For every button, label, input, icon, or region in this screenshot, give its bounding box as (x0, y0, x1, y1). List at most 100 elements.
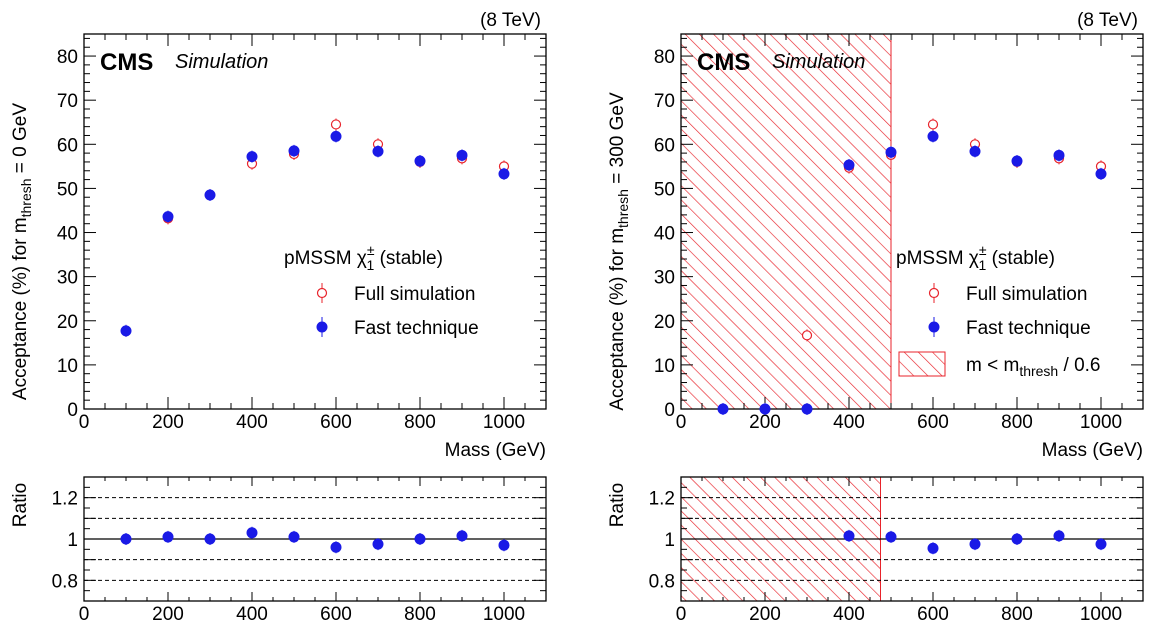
y-axis-title-tail: = 300 GeV (607, 92, 628, 189)
x-tick-label: 200 (152, 412, 184, 433)
x-tick-label: 0 (79, 604, 90, 624)
y-tick-label: 10 (57, 356, 78, 377)
legend-title-superscript: ± (367, 242, 375, 258)
y-tick-label: 70 (57, 91, 78, 112)
ratio-point (162, 531, 174, 543)
y-tick-label: 0.8 (52, 571, 78, 592)
x-tick-label: 600 (320, 604, 352, 624)
legend-hatch-text: m < m (966, 355, 1019, 376)
ratio-point (1095, 538, 1107, 550)
fast-technique-point (204, 189, 216, 201)
y-tick-label: 30 (57, 268, 78, 289)
y-axis-title-subscript: thresh (18, 178, 34, 217)
ratio-point (969, 538, 981, 550)
y-axis-title-text: Acceptance (%) for m (607, 228, 628, 411)
cms-label: CMS (100, 49, 153, 76)
x-tick-label: 1000 (483, 604, 525, 624)
fast-technique-point (1053, 149, 1065, 161)
legend-title: pMSSM χ± 1 (stable) (896, 242, 1055, 273)
legend-full-label: Full simulation (966, 284, 1087, 305)
y-tick-label: 20 (654, 312, 675, 333)
legend-full-marker (928, 287, 940, 299)
y-tick-label: 1 (67, 530, 78, 551)
fast-technique-point (162, 211, 174, 223)
x-tick-label: 800 (1001, 412, 1033, 433)
legend-full-label: Full simulation (354, 284, 475, 305)
legend-fast-marker (928, 321, 940, 333)
acceptance-plot-mthresh-300: 0 200 400 600 800 1000 0 10 20 30 40 50 60 70 80 Accept… (607, 10, 1144, 461)
y-axis-title-text: Acceptance (%) for m (10, 217, 31, 400)
legend-fast-label: Fast technique (966, 318, 1091, 339)
ratio-point (927, 542, 939, 554)
x-tick-label: 400 (236, 412, 268, 433)
x-tick-label: 400 (236, 604, 268, 624)
ratio-point (885, 531, 897, 543)
plot-frame (83, 33, 547, 410)
y-tick-label: 50 (57, 179, 78, 200)
fast-technique-point (843, 159, 855, 171)
legend-fast-marker (316, 321, 328, 333)
fast-technique-point (456, 149, 468, 161)
ratio-point (372, 538, 384, 550)
x-tick-label: 400 (833, 412, 865, 433)
y-axis-title-tail: = 0 GeV (10, 103, 31, 179)
legend-hatch-label: m < mthresh / 0.6 (966, 355, 1100, 379)
legend-title-subscript: 1 (979, 257, 987, 273)
y-tick-label: 0 (664, 400, 675, 421)
x-tick-label: 1000 (1080, 412, 1122, 433)
full-sim-point (801, 330, 813, 341)
y-tick-label: 30 (654, 268, 675, 289)
energy-label: (8 TeV) (1077, 10, 1138, 31)
ratio-point (456, 530, 468, 542)
full-sim-point (330, 119, 342, 130)
ratio-plot-mthresh-300: 0 200 400 600 800 1000 0.8 1 1.2 Ratio (607, 476, 1144, 624)
y-axis-title: Acceptance (%) for mthresh = 300 GeV (607, 92, 631, 411)
fast-technique-point (372, 145, 384, 157)
x-tick-label: 0 (79, 412, 90, 433)
legend-hatch-tail: / 0.6 (1058, 355, 1100, 376)
excluded-region-hatch (680, 33, 892, 410)
fast-technique-point (288, 145, 300, 157)
x-tick-label: 1000 (483, 412, 525, 433)
legend-fast-label: Fast technique (354, 318, 479, 339)
ratio-point (1011, 533, 1023, 545)
x-tick-label: 600 (320, 412, 352, 433)
fast-technique-point (801, 403, 813, 415)
fast-technique-point (717, 403, 729, 415)
x-tick-label: 600 (917, 412, 949, 433)
y-tick-label: 10 (654, 356, 675, 377)
y-tick-label: 40 (654, 224, 675, 245)
y-tick-label: 60 (654, 135, 675, 156)
fast-technique-point (1095, 168, 1107, 180)
x-tick-label: 200 (152, 604, 184, 624)
simulation-label: Simulation (175, 51, 268, 73)
full-sim-point (927, 119, 939, 130)
x-tick-label: 0 (676, 412, 687, 433)
fast-technique-point (759, 403, 771, 415)
ratio-point (843, 530, 855, 542)
legend-title-text: pMSSM χ (896, 248, 979, 269)
cms-label: CMS (697, 49, 750, 76)
legend-title-text: pMSSM χ (284, 248, 367, 269)
legend-title-subscript: 1 (367, 257, 375, 273)
ratio-point (498, 539, 510, 551)
y-tick-label: 0 (67, 400, 78, 421)
ratio-point (1053, 530, 1065, 542)
x-tick-label: 400 (833, 604, 865, 624)
y-axis-title: Ratio (607, 483, 628, 527)
y-tick-label: 1.2 (52, 489, 78, 510)
legend-hatch-subscript: thresh (1019, 363, 1058, 379)
x-tick-label: 800 (404, 412, 436, 433)
ratio-point (330, 541, 342, 553)
x-tick-label: 800 (1001, 604, 1033, 624)
fast-technique-point (969, 145, 981, 157)
legend-title: pMSSM χ± 1 (stable) (284, 242, 443, 273)
ratio-point (246, 527, 258, 539)
x-axis-title: Mass (GeV) (445, 440, 546, 461)
y-tick-label: 80 (654, 47, 675, 68)
x-tick-label: 600 (917, 604, 949, 624)
x-tick-label: 800 (404, 604, 436, 624)
simulation-label: Simulation (772, 51, 865, 73)
fast-technique-point (120, 325, 132, 337)
